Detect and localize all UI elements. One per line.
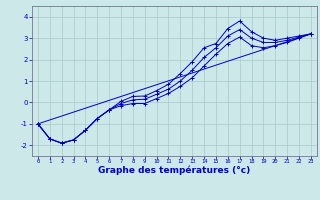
X-axis label: Graphe des températures (°c): Graphe des températures (°c): [98, 166, 251, 175]
